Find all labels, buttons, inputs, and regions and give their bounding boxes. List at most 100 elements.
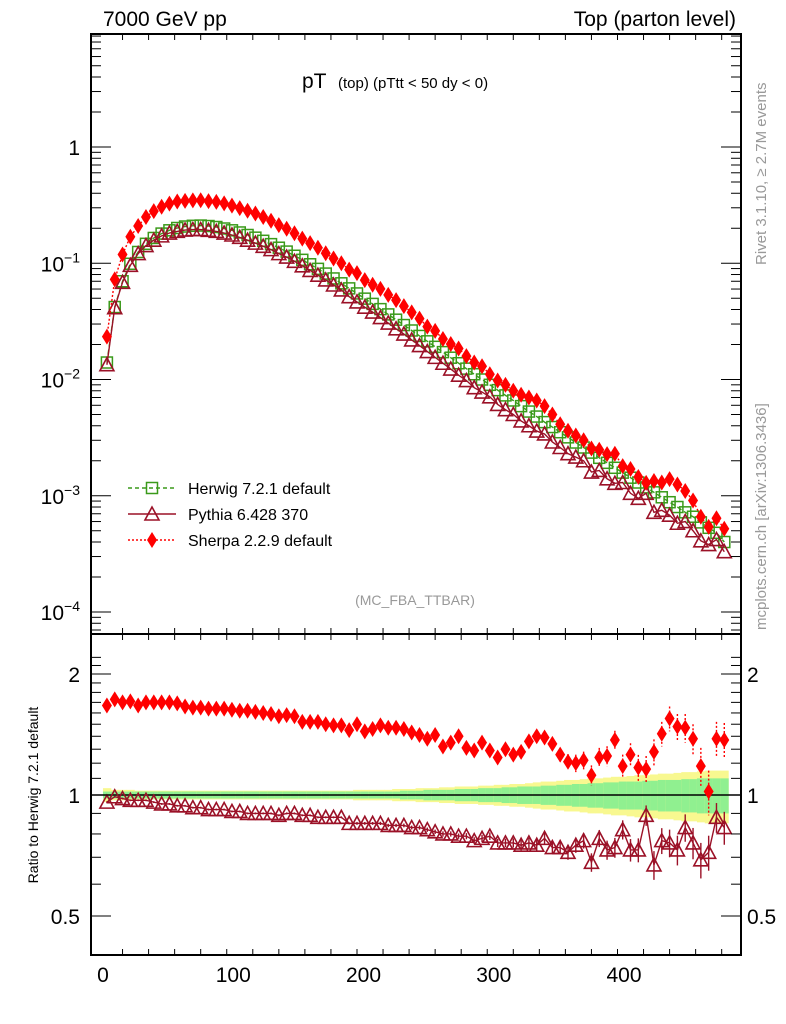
data-point bbox=[301, 261, 319, 278]
ratio-ylabel: Ratio to Herwig 7.2.1 default bbox=[25, 707, 41, 884]
ratio-point bbox=[719, 732, 730, 749]
ratio-point bbox=[609, 732, 620, 749]
data-point bbox=[684, 522, 702, 538]
ratio-point bbox=[262, 804, 280, 821]
band-inner bbox=[689, 779, 698, 813]
ratio-point bbox=[203, 700, 214, 717]
legend-entry: Pythia 6.428 370 bbox=[128, 505, 308, 524]
data-point bbox=[633, 468, 644, 485]
data-point bbox=[348, 293, 366, 309]
ratio-point bbox=[333, 808, 350, 825]
data-point bbox=[258, 208, 269, 225]
band-inner bbox=[720, 778, 729, 814]
data-point bbox=[500, 376, 511, 393]
y-tick-label: 10−4 bbox=[41, 598, 81, 625]
y-tick-label: 2 bbox=[68, 664, 80, 687]
data-point bbox=[398, 298, 409, 315]
ratio-point bbox=[700, 843, 718, 860]
data-point bbox=[129, 244, 147, 261]
data-point bbox=[286, 252, 303, 269]
data-point bbox=[473, 383, 491, 399]
data-point bbox=[234, 200, 245, 217]
data-point bbox=[477, 358, 488, 375]
ratio-point bbox=[148, 694, 159, 711]
data-point bbox=[602, 446, 613, 463]
ratio-point bbox=[590, 829, 608, 846]
ratio-point bbox=[391, 719, 402, 736]
ratio-point bbox=[211, 700, 222, 717]
ratio-point bbox=[692, 851, 710, 867]
ratio-point bbox=[297, 713, 308, 730]
x-tick-label: 200 bbox=[346, 964, 381, 987]
data-point bbox=[695, 508, 706, 525]
ratio-point bbox=[226, 701, 237, 718]
data-point bbox=[109, 271, 120, 288]
ratio-point bbox=[684, 834, 702, 850]
data-point bbox=[570, 427, 581, 444]
ratio-point bbox=[708, 808, 725, 825]
ratio-point bbox=[430, 727, 441, 744]
data-point bbox=[372, 308, 389, 325]
ratio-point bbox=[305, 713, 316, 730]
series-line bbox=[106, 228, 725, 553]
data-point bbox=[641, 474, 652, 491]
ratio-point bbox=[372, 814, 389, 831]
ratio-point bbox=[336, 717, 347, 734]
data-point bbox=[117, 246, 128, 263]
data-point bbox=[523, 389, 534, 406]
legend-entry: Sherpa 2.2.9 default bbox=[128, 532, 333, 550]
data-point bbox=[383, 286, 394, 303]
data-point bbox=[247, 234, 264, 250]
data-point bbox=[239, 231, 256, 247]
ratio-point bbox=[477, 734, 488, 751]
data-point bbox=[403, 331, 421, 347]
ratio-point bbox=[273, 708, 284, 725]
data-point bbox=[719, 520, 730, 537]
ratio-point bbox=[286, 804, 303, 821]
data-point bbox=[231, 228, 249, 245]
data-point bbox=[578, 432, 589, 449]
data-point bbox=[200, 221, 217, 238]
ratio-point bbox=[395, 816, 413, 833]
rivet-label: Rivet 3.1.10, ≥ 2.7M events bbox=[753, 83, 770, 266]
legend-label: Herwig 7.2.1 default bbox=[188, 481, 331, 498]
ratio-point bbox=[445, 734, 456, 751]
data-point bbox=[351, 265, 362, 282]
data-point bbox=[164, 195, 175, 212]
data-point bbox=[676, 512, 694, 529]
band-inner bbox=[681, 779, 690, 813]
ratio-point bbox=[301, 806, 319, 823]
ratio-point bbox=[195, 699, 206, 716]
ratio-point bbox=[145, 793, 163, 809]
ratio-point bbox=[344, 722, 355, 739]
ratio-point bbox=[411, 818, 428, 835]
data-point bbox=[688, 492, 699, 509]
ratio-point bbox=[192, 798, 210, 815]
data-point bbox=[364, 303, 381, 319]
data-point bbox=[336, 255, 347, 272]
main-series-group bbox=[98, 192, 733, 559]
data-point bbox=[426, 348, 444, 365]
data-point bbox=[629, 489, 647, 506]
ratio-point bbox=[140, 694, 151, 711]
header-left: 7000 GeV pp bbox=[103, 8, 227, 31]
ratio-point bbox=[234, 702, 245, 719]
data-point bbox=[289, 225, 300, 242]
data-point bbox=[333, 281, 350, 297]
data-point bbox=[567, 448, 585, 464]
ratio-point bbox=[367, 720, 378, 737]
data-point bbox=[219, 195, 230, 212]
ratio-point bbox=[656, 725, 667, 742]
ratio-point bbox=[219, 700, 230, 717]
data-point bbox=[442, 360, 460, 376]
ratio-point bbox=[641, 761, 652, 778]
ratio-point bbox=[375, 717, 386, 734]
ratio-point bbox=[606, 838, 624, 855]
y-tick-label: 1 bbox=[68, 785, 80, 808]
data-point bbox=[387, 320, 405, 336]
ratio-point bbox=[172, 695, 183, 712]
data-point bbox=[226, 197, 237, 214]
ratio-point bbox=[258, 704, 269, 721]
ratio-point bbox=[492, 749, 503, 766]
